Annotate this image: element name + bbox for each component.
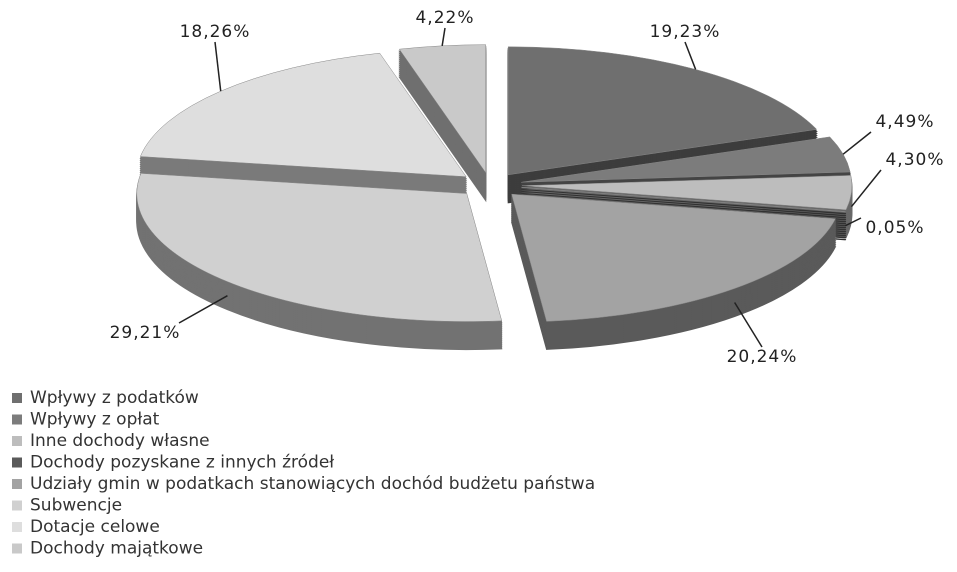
- legend-label: Wpływy z podatków: [30, 388, 199, 408]
- slice-top: [521, 187, 846, 213]
- legend-label: Dochody pozyskane z innych źródeł: [30, 453, 334, 473]
- leader-line: [850, 169, 882, 208]
- slice-side: [521, 188, 847, 215]
- leader-line: [733, 302, 763, 348]
- legend-swatch: [12, 393, 22, 403]
- legend-label: Subwencje: [30, 496, 122, 516]
- slice: [510, 193, 837, 350]
- slice-top: [136, 173, 503, 322]
- legend-label: Dotacje celowe: [30, 517, 160, 537]
- legend-swatch: [12, 543, 22, 554]
- leader-line: [684, 41, 697, 70]
- legend-swatch: [12, 457, 22, 468]
- legend-label: Wpływy z opłat: [30, 410, 160, 430]
- legend-swatch: [12, 500, 22, 511]
- leader-line: [845, 217, 862, 227]
- slice: [398, 44, 487, 203]
- slice: [136, 173, 503, 351]
- slice: [507, 46, 818, 204]
- leader-line: [214, 41, 222, 92]
- slice-top: [507, 46, 818, 176]
- legend-label: Dochody majątkowe: [30, 539, 203, 559]
- data-label: 4,22%: [415, 8, 474, 28]
- data-label: 19,23%: [650, 22, 721, 42]
- legend-swatch: [12, 414, 22, 425]
- data-label: 18,26%: [180, 22, 251, 42]
- legend-label: Udziały gmin w podatkach stanowiących do…: [30, 474, 595, 494]
- slice-top: [511, 193, 836, 322]
- data-label: 4,49%: [875, 112, 934, 132]
- slice-side: [521, 190, 847, 217]
- legend-swatch: [12, 436, 22, 446]
- leader-line: [842, 131, 872, 155]
- legend-label: Inne dochody własne: [30, 431, 210, 451]
- data-label: 20,24%: [727, 347, 798, 367]
- data-label: 29,21%: [110, 323, 181, 343]
- legend-swatch: [12, 522, 22, 532]
- slice-top: [139, 52, 467, 177]
- data-label: 4,30%: [885, 150, 944, 170]
- slice-top: [521, 136, 851, 183]
- leader-line: [178, 295, 228, 324]
- data-label: 0,05%: [865, 218, 924, 238]
- leader-line: [441, 27, 446, 46]
- slice-top: [521, 175, 853, 211]
- slice: [139, 52, 468, 206]
- slice-side: [521, 192, 847, 219]
- legend-swatch: [12, 479, 22, 489]
